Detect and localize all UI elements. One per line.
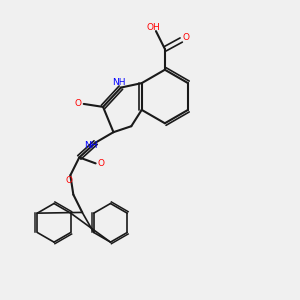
Text: O: O [66,176,73,185]
Text: O: O [98,159,104,168]
Text: OH: OH [147,23,160,32]
Text: O: O [75,99,82,108]
Text: O: O [182,33,189,42]
Text: NH: NH [112,78,125,87]
Text: NH: NH [84,141,98,150]
